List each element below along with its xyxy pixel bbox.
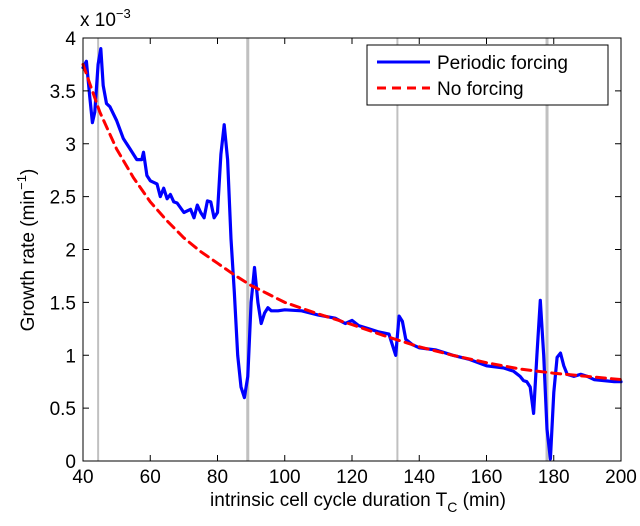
series-line-periodic-forcing: [81, 47, 623, 461]
series-line-no-forcing: [81, 62, 623, 382]
x-tick-label-40: 40: [72, 467, 93, 488]
x-axis-title-suffix: (min): [457, 490, 506, 511]
x-tick-label-140: 140: [403, 467, 435, 488]
tick-labels-layer: 40 60 80 100 120 140 160 180 200 0 0.5 1 1.5 2 2.5 3 3.5…: [50, 29, 637, 488]
legend-box: [366, 44, 609, 106]
y-tick-label-2: 1: [65, 346, 76, 367]
x-tick-label-100: 100: [269, 467, 301, 488]
x-tick-label-200: 200: [605, 467, 637, 488]
legend-label-no-forcing: No forcing: [437, 79, 524, 100]
y-tick-label-7: 3.5: [50, 82, 76, 103]
y-axis-title: Growth rate (min−1): [14, 169, 39, 332]
y-tick-label-1: 0.5: [50, 399, 76, 420]
vertical-reference-lines: [97, 38, 549, 461]
y-tick-label-5: 2.5: [50, 188, 76, 209]
x-tick-label-160: 160: [471, 467, 503, 488]
ticks-layer: [82, 37, 622, 462]
y-tick-label-0: 0: [65, 452, 76, 473]
y-tick-label-4: 2: [65, 241, 76, 262]
x-tick-label-60: 60: [140, 467, 161, 488]
x-axis-title: intrinsic cell cycle duration TC (min): [210, 490, 506, 515]
x-axis-title-main: intrinsic cell cycle duration T: [210, 490, 448, 511]
y-multiplier: x 10−3: [80, 6, 131, 31]
y-tick-label-3: 1.5: [50, 293, 76, 314]
legend-label-periodic: Periodic forcing: [437, 53, 568, 74]
x-axis-title-subscript: C: [447, 499, 457, 515]
y-axis-title-main: Growth rate (min: [18, 190, 39, 331]
legend: Periodic forcing No forcing: [366, 44, 609, 106]
x-tick-label-80: 80: [207, 467, 228, 488]
x-tick-label-180: 180: [538, 467, 570, 488]
y-tick-label-8: 4: [65, 29, 76, 50]
y-multiplier-exponent: −3: [116, 6, 131, 21]
y-axis-title-superscript: −1: [14, 175, 29, 190]
series-layer: [81, 47, 623, 461]
x-tick-label-120: 120: [336, 467, 368, 488]
y-multiplier-base: x 10: [80, 10, 116, 31]
y-tick-label-6: 3: [65, 135, 76, 156]
y-axis-title-suffix: ): [18, 169, 39, 175]
